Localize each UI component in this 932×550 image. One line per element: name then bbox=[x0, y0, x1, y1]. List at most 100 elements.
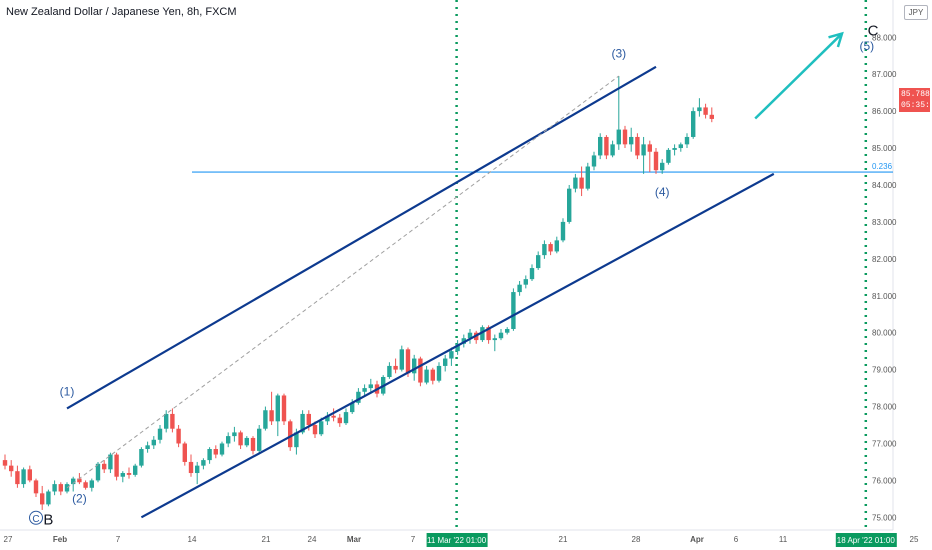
candle-body bbox=[244, 437, 249, 446]
candle-body bbox=[492, 338, 497, 341]
time-tick-label: 28 bbox=[632, 535, 641, 544]
candle-body bbox=[480, 327, 485, 341]
candle-body bbox=[418, 358, 423, 383]
candle-body bbox=[368, 384, 373, 389]
date-highlight-badge bbox=[426, 533, 488, 547]
candle-body bbox=[157, 428, 163, 440]
date-highlight-label: 11 Mar '22 01:00 bbox=[427, 536, 487, 545]
fib-level-label: 0.236 bbox=[872, 162, 893, 171]
candle-body bbox=[15, 471, 20, 485]
wave-label: (4) bbox=[655, 185, 670, 199]
time-tick-label: 27 bbox=[4, 535, 13, 544]
candle-body bbox=[288, 421, 293, 448]
time-tick-label: 14 bbox=[188, 535, 197, 544]
candle-body bbox=[182, 443, 187, 462]
candle-body bbox=[585, 166, 590, 189]
candle-body bbox=[95, 463, 101, 481]
last-price-value: 85.788 bbox=[901, 90, 930, 99]
candle-body bbox=[622, 129, 628, 145]
time-tick-label: Mar bbox=[347, 535, 361, 544]
candle-body bbox=[591, 155, 597, 167]
candle-body bbox=[269, 410, 274, 422]
candle-body bbox=[213, 449, 218, 455]
price-tick-label: 82.000 bbox=[872, 255, 897, 264]
time-tick-label: 7 bbox=[116, 535, 121, 544]
candle-body bbox=[455, 343, 460, 352]
candle-body bbox=[232, 432, 237, 437]
price-tick-label: 87.000 bbox=[872, 70, 897, 79]
candle-body bbox=[567, 188, 572, 222]
candle-body bbox=[405, 349, 411, 374]
candle-body bbox=[281, 395, 287, 422]
chart-title: New Zealand Dollar / Japanese Yen, 8h, F… bbox=[6, 6, 237, 18]
candle-body bbox=[653, 151, 659, 171]
candle-body bbox=[83, 482, 88, 488]
candle-body bbox=[498, 332, 504, 339]
price-tick-label: 86.000 bbox=[872, 107, 897, 116]
candle-body bbox=[616, 129, 621, 145]
currency-badge[interactable]: JPY bbox=[904, 5, 928, 20]
price-tick-label: 78.000 bbox=[872, 403, 897, 412]
candle-body bbox=[424, 369, 429, 383]
candle-body bbox=[343, 412, 349, 424]
candle-body bbox=[536, 255, 541, 269]
time-tick-label: Feb bbox=[53, 535, 67, 544]
candle-body bbox=[554, 240, 559, 252]
candle-body bbox=[393, 365, 398, 370]
candle-body bbox=[294, 432, 299, 448]
candle-body bbox=[195, 465, 200, 474]
price-tick-label: 84.000 bbox=[872, 181, 897, 190]
candle-body bbox=[331, 415, 336, 418]
candle-body bbox=[46, 491, 51, 505]
candle-body bbox=[660, 162, 665, 171]
price-tick-label: 83.000 bbox=[872, 218, 897, 227]
candle-body bbox=[412, 358, 417, 374]
candle-body bbox=[151, 439, 156, 446]
candle-body bbox=[666, 149, 671, 163]
candle-body bbox=[610, 144, 615, 156]
candle-body bbox=[145, 445, 150, 450]
candle-body bbox=[312, 425, 318, 435]
candle-body bbox=[207, 449, 212, 461]
candle-body bbox=[598, 136, 603, 156]
candle-body bbox=[511, 292, 516, 329]
price-tick-label: 77.000 bbox=[872, 439, 897, 448]
time-tick-label: 6 bbox=[734, 535, 739, 544]
candle-body bbox=[89, 480, 94, 488]
candle-body bbox=[33, 480, 39, 494]
candle-body bbox=[505, 328, 510, 333]
candle-body bbox=[9, 465, 14, 472]
price-tick-label: 88.000 bbox=[872, 33, 897, 42]
candle-body bbox=[350, 402, 355, 413]
candle-body bbox=[399, 349, 404, 370]
channel-upper bbox=[66, 65, 657, 410]
price-tick-label: 80.000 bbox=[872, 329, 897, 338]
candle-body bbox=[275, 395, 280, 422]
time-tick-label: 25 bbox=[910, 535, 919, 544]
price-tick-label: 81.000 bbox=[872, 292, 897, 301]
candle-body bbox=[133, 465, 138, 475]
projection-arrow-shaft bbox=[754, 32, 843, 120]
price-tick-label: 79.000 bbox=[872, 366, 897, 375]
candle-body bbox=[300, 413, 305, 433]
candle-body bbox=[2, 460, 8, 466]
wave-label: (3) bbox=[611, 47, 626, 61]
candle-body bbox=[164, 413, 169, 429]
candle-body bbox=[27, 469, 32, 481]
candle-body bbox=[672, 148, 677, 150]
candle-body bbox=[238, 432, 243, 446]
candle-body bbox=[139, 449, 144, 466]
candle-body bbox=[188, 461, 194, 474]
candle-body bbox=[325, 415, 330, 422]
candle-body bbox=[703, 107, 708, 115]
candle-body bbox=[697, 107, 702, 112]
candle-body bbox=[250, 437, 256, 451]
time-tick-label: 11 bbox=[779, 535, 788, 544]
wave-label: (5) bbox=[859, 39, 874, 53]
bar-countdown: 05:35:21 bbox=[901, 101, 932, 110]
candle-body bbox=[77, 478, 82, 483]
candle-body bbox=[108, 454, 113, 470]
candle-body bbox=[709, 114, 714, 119]
